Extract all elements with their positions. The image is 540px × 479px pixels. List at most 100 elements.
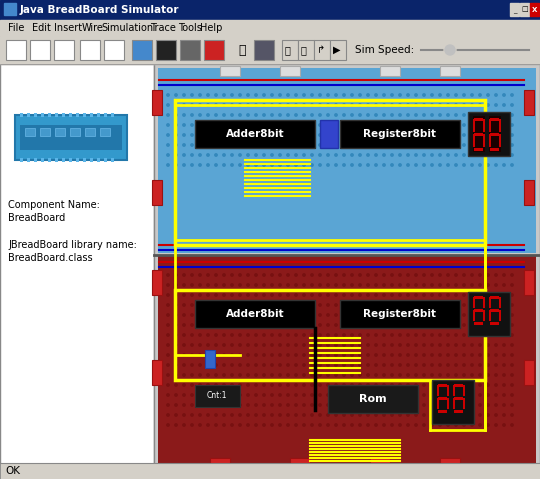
Bar <box>524 270 534 295</box>
Circle shape <box>303 294 305 296</box>
Circle shape <box>215 164 217 166</box>
Circle shape <box>383 274 385 276</box>
Circle shape <box>207 354 209 356</box>
Circle shape <box>445 45 455 55</box>
Circle shape <box>335 374 337 376</box>
Circle shape <box>407 94 409 96</box>
Circle shape <box>191 114 193 116</box>
Circle shape <box>223 394 225 396</box>
Circle shape <box>383 154 385 156</box>
Circle shape <box>487 134 489 136</box>
Bar <box>97 158 100 162</box>
Circle shape <box>343 274 345 276</box>
Circle shape <box>327 114 329 116</box>
Bar <box>370 458 390 466</box>
Bar <box>432 380 474 424</box>
Circle shape <box>271 424 273 426</box>
Circle shape <box>383 94 385 96</box>
Circle shape <box>199 124 201 126</box>
Circle shape <box>415 274 417 276</box>
Circle shape <box>247 284 249 286</box>
Circle shape <box>391 334 393 336</box>
Circle shape <box>383 404 385 406</box>
Bar <box>132 40 152 60</box>
Text: BreadBoard.class: BreadBoard.class <box>8 253 93 263</box>
Circle shape <box>207 364 209 366</box>
Circle shape <box>447 404 449 406</box>
Circle shape <box>295 284 297 286</box>
Circle shape <box>351 154 353 156</box>
Circle shape <box>399 334 401 336</box>
Circle shape <box>503 274 505 276</box>
Bar <box>340 300 460 328</box>
Circle shape <box>351 94 353 96</box>
Circle shape <box>471 414 473 416</box>
Circle shape <box>255 144 257 146</box>
Bar <box>0 0 540 20</box>
Circle shape <box>503 304 505 306</box>
Circle shape <box>287 424 289 426</box>
Circle shape <box>231 424 233 426</box>
Circle shape <box>255 284 257 286</box>
Bar <box>499 310 501 321</box>
Bar <box>100 128 110 136</box>
Circle shape <box>231 314 233 316</box>
Circle shape <box>319 294 321 296</box>
Circle shape <box>247 324 249 326</box>
Circle shape <box>223 404 225 406</box>
Circle shape <box>511 114 513 116</box>
Circle shape <box>287 374 289 376</box>
Circle shape <box>479 374 481 376</box>
Circle shape <box>247 294 249 296</box>
Circle shape <box>207 324 209 326</box>
Circle shape <box>439 404 441 406</box>
Bar <box>520 3 529 16</box>
Circle shape <box>359 164 361 166</box>
Circle shape <box>311 424 313 426</box>
Circle shape <box>327 364 329 366</box>
Circle shape <box>295 274 297 276</box>
Circle shape <box>255 134 257 136</box>
Circle shape <box>455 344 457 346</box>
Circle shape <box>391 164 393 166</box>
Circle shape <box>359 154 361 156</box>
Circle shape <box>247 144 249 146</box>
Circle shape <box>487 354 489 356</box>
Circle shape <box>479 334 481 336</box>
Circle shape <box>271 324 273 326</box>
Circle shape <box>215 384 217 386</box>
Circle shape <box>503 334 505 336</box>
Circle shape <box>407 164 409 166</box>
Circle shape <box>199 294 201 296</box>
Circle shape <box>319 104 321 106</box>
Circle shape <box>503 134 505 136</box>
Text: 🔌: 🔌 <box>238 44 246 57</box>
Circle shape <box>351 404 353 406</box>
Circle shape <box>351 354 353 356</box>
Circle shape <box>407 144 409 146</box>
Circle shape <box>271 164 273 166</box>
Circle shape <box>487 114 489 116</box>
Circle shape <box>295 164 297 166</box>
Circle shape <box>223 304 225 306</box>
Bar <box>25 128 35 136</box>
Circle shape <box>223 274 225 276</box>
Circle shape <box>415 104 417 106</box>
Circle shape <box>191 324 193 326</box>
Circle shape <box>335 154 337 156</box>
Circle shape <box>415 414 417 416</box>
Circle shape <box>495 124 497 126</box>
Bar <box>34 113 37 117</box>
Circle shape <box>471 354 473 356</box>
Circle shape <box>455 354 457 356</box>
Circle shape <box>407 154 409 156</box>
Circle shape <box>423 374 425 376</box>
Bar <box>438 397 447 399</box>
Circle shape <box>367 414 369 416</box>
Circle shape <box>511 354 513 356</box>
Circle shape <box>343 314 345 316</box>
Circle shape <box>383 124 385 126</box>
Circle shape <box>207 94 209 96</box>
Circle shape <box>263 164 265 166</box>
Circle shape <box>407 424 409 426</box>
